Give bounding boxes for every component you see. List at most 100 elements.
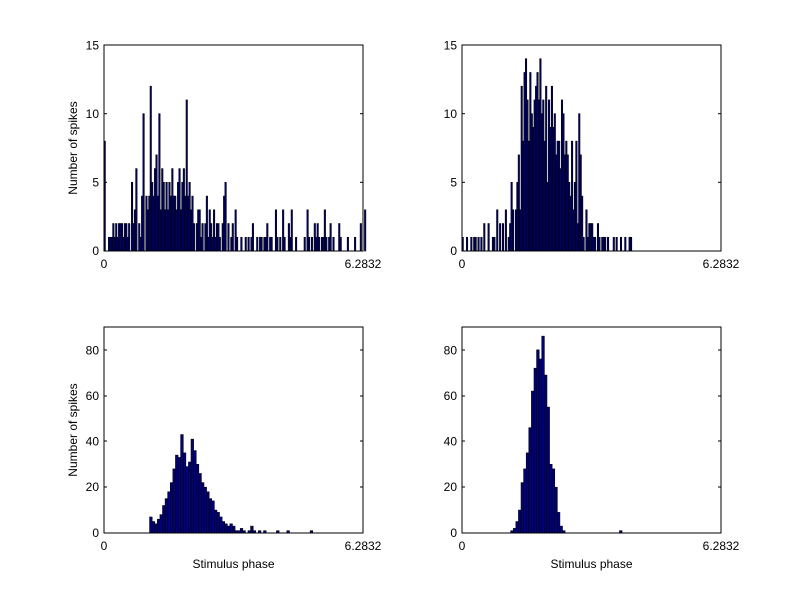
histogram-bar <box>188 461 192 534</box>
bars-bottom-right <box>510 335 623 534</box>
histogram-bar <box>224 523 228 534</box>
histogram-bar <box>218 236 221 252</box>
histogram-bar <box>303 236 306 252</box>
histogram-bar <box>501 223 505 252</box>
histogram-bar <box>201 482 205 534</box>
bars-top-right <box>461 58 633 252</box>
histogram-bar <box>175 454 179 534</box>
ytick-label: 15 <box>444 39 458 53</box>
histogram-bar <box>180 434 184 534</box>
histogram-bar <box>159 514 163 534</box>
histogram-bar <box>151 521 156 534</box>
ytick-label: 5 <box>92 176 99 190</box>
histogram-bar <box>528 427 532 534</box>
histogram-bar <box>172 468 176 534</box>
histogram-bar <box>559 525 563 534</box>
histogram-bar <box>594 236 597 252</box>
histogram-bar <box>607 236 610 252</box>
histogram-bar <box>525 452 530 534</box>
histogram-bar <box>533 367 537 534</box>
histogram-bar <box>487 223 490 252</box>
histogram-bar <box>164 498 169 534</box>
histogram-bar <box>170 482 174 534</box>
histogram-bar <box>518 509 522 534</box>
histogram-bar <box>154 523 158 534</box>
histogram-bar <box>364 209 367 252</box>
axes-frame <box>103 44 364 252</box>
xtick-label: 0 <box>459 539 466 553</box>
histogram-bar <box>290 209 293 252</box>
histogram-bar <box>260 236 263 252</box>
histogram-bar <box>554 486 558 534</box>
histogram-bar <box>198 473 202 534</box>
histogram-bar <box>496 209 499 252</box>
ytick-label: 10 <box>86 107 100 121</box>
histogram-bar <box>193 450 197 534</box>
histogram-bar <box>499 223 502 252</box>
plot-area <box>104 327 363 533</box>
ytick-marks <box>104 44 363 183</box>
xtick-label: 6.2832 <box>703 257 740 271</box>
histogram-bar <box>185 466 189 534</box>
histogram-bar <box>236 236 239 252</box>
histogram-bar <box>598 236 601 252</box>
histogram-bar <box>551 468 556 534</box>
histogram-bar <box>195 464 200 534</box>
histogram-bar <box>493 236 496 252</box>
histogram-bar <box>339 236 342 252</box>
histogram-bar <box>135 168 138 252</box>
histogram-bar <box>544 374 548 534</box>
histogram-bar <box>227 223 230 252</box>
histogram-bar <box>332 236 335 252</box>
histogram-bar <box>232 525 236 534</box>
xtick-label: 0 <box>101 257 108 271</box>
histogram-bar <box>190 438 194 534</box>
histogram-bar <box>247 236 250 252</box>
plot-area <box>462 327 721 533</box>
histogram-bar <box>283 236 286 252</box>
plot-area <box>462 45 721 251</box>
histogram-bar <box>201 223 204 252</box>
ytick-label: 0 <box>92 244 99 258</box>
histogram-bar <box>219 516 223 534</box>
histogram-bar <box>604 236 607 252</box>
panel-bottom-right: 0 20 40 60 80 0 6.2832 Stimulus phase <box>444 326 740 571</box>
histogram-bar <box>538 358 543 534</box>
xtick-label: 6.2832 <box>703 539 740 553</box>
ytick-label: 20 <box>86 480 100 494</box>
histogram-bar <box>224 182 227 252</box>
ytick-label: 0 <box>450 244 457 258</box>
histogram-bar <box>206 491 210 534</box>
histogram-bar <box>612 236 615 252</box>
histogram-bar <box>541 335 545 534</box>
ytick-label: 60 <box>86 389 100 403</box>
ytick-label: 5 <box>450 176 457 190</box>
histogram-bar <box>276 236 279 252</box>
histogram-bar <box>512 528 517 534</box>
ytick-label: 60 <box>444 389 458 403</box>
histogram-bar <box>279 236 282 252</box>
histogram-bar <box>295 236 298 252</box>
histogram-bar <box>557 512 561 534</box>
histogram-bar <box>310 236 313 252</box>
histogram-bar <box>216 512 220 534</box>
ytick-label: 20 <box>444 480 458 494</box>
histogram-bar <box>359 223 362 252</box>
histogram-bar <box>520 482 524 534</box>
x-axis-label: Stimulus phase <box>550 557 632 571</box>
xtick-label: 6.2832 <box>345 539 382 553</box>
histogram-bar <box>167 491 171 534</box>
histogram-bar <box>177 457 181 534</box>
histogram-bar <box>182 452 187 534</box>
panel-top-right: 0 5 10 15 0 6.2832 <box>444 39 740 272</box>
x-axis-label: Stimulus phase <box>192 557 274 571</box>
axes-frame <box>103 326 364 534</box>
ytick-label: 40 <box>444 435 458 449</box>
histogram-bar <box>256 236 259 252</box>
histogram-bar <box>582 236 585 252</box>
y-axis-label: Number of spikes <box>66 101 80 194</box>
histogram-bar <box>239 528 244 534</box>
histogram-bar <box>157 518 161 534</box>
ytick-label: 0 <box>92 526 99 540</box>
